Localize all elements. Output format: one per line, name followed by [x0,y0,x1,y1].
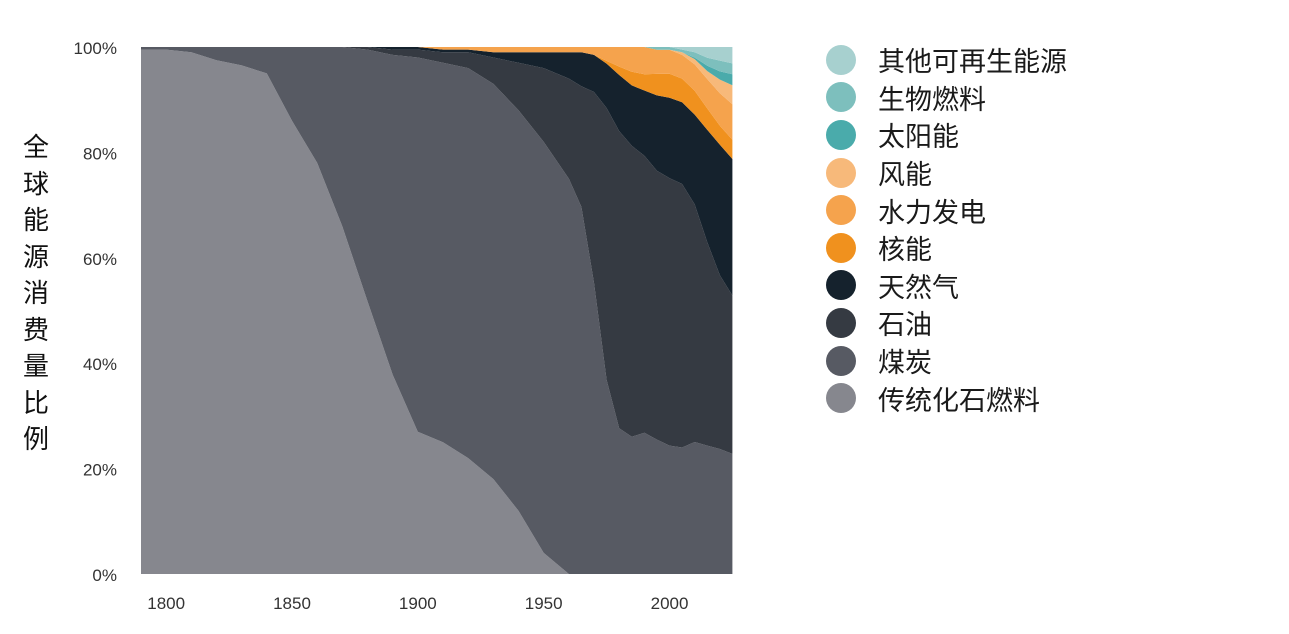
legend-swatch [826,345,856,376]
y-tick-label: 100% [74,39,117,58]
y-axis-label-char: 能 [22,206,49,236]
y-axis-label-char: 全 [22,133,49,163]
legend-swatch [826,157,856,188]
legend-swatch [826,383,856,414]
legend-label: 生物燃料 [878,84,986,116]
area-chart: 0% 20% 40% 60% 80% 100% 1800 1850 1900 1950 2000 [74,39,733,613]
area-series-0 [141,49,733,575]
y-axis-label-char: 消 [22,279,49,309]
y-tick-label: 0% [92,566,117,585]
y-tick-label: 80% [83,144,117,163]
legend-swatch [826,44,856,75]
y-axis-label-char: 源 [22,242,49,273]
x-tick-label: 1900 [399,594,437,613]
area-series-5 [141,47,733,140]
y-axis-label-char: 球 [22,169,49,200]
legend-swatch [826,270,856,301]
x-axis-ticks: 1800 1850 1900 1950 2000 [147,594,688,613]
legend-label: 传统化石燃料 [878,385,1040,417]
legend-label: 其他可再生能源 [878,47,1067,79]
legend-item: 水力发电 [826,191,1067,229]
legend-item: 太阳能 [826,116,1067,154]
legend-swatch [826,82,856,113]
legend-label: 煤炭 [878,348,932,380]
x-tick-label: 2000 [651,594,689,613]
area-series-2 [141,47,733,454]
legend-swatch [826,195,856,226]
x-tick-label: 1800 [147,594,185,613]
x-tick-label: 1850 [273,594,311,613]
legend-item: 石油 [826,304,1067,342]
legend-label: 石油 [878,310,932,342]
legend-label: 太阳能 [878,122,959,154]
y-axis-label-char: 量 [22,352,49,382]
legend-label: 水力发电 [878,197,986,229]
legend-item: 传统化石燃料 [826,379,1067,417]
legend-item: 核能 [826,229,1067,267]
legend-swatch [826,307,856,338]
legend-item: 生物燃料 [826,79,1067,117]
y-axis-label-char: 费 [22,315,49,346]
legend-label: 天然气 [878,272,959,304]
y-axis-ticks: 0% 20% 40% 60% 80% 100% [74,39,117,585]
legend-swatch [826,232,856,263]
legend-label: 风能 [878,160,932,192]
legend: 其他可再生能源 生物燃料太阳能风能水力发电核能天然气石油煤炭传统化石燃料 [826,41,1067,417]
y-axis-label-char: 比 [22,388,49,419]
y-tick-label: 20% [83,461,117,480]
y-tick-label: 40% [83,355,117,374]
y-axis-label-char: 例 [22,425,49,455]
area-series-1 [141,47,733,574]
y-tick-label: 60% [83,250,117,269]
chart-areas [141,47,733,575]
area-series-8 [141,47,733,75]
x-tick-label: 1950 [525,594,563,613]
legend-label: 核能 [878,235,932,267]
legend-item: 煤炭 [826,342,1067,380]
legend-item: 天然气 [826,267,1067,305]
legend-item: 其他可再生能源 [826,41,1067,79]
legend-swatch [826,119,856,150]
legend-item: 风能 [826,154,1067,192]
